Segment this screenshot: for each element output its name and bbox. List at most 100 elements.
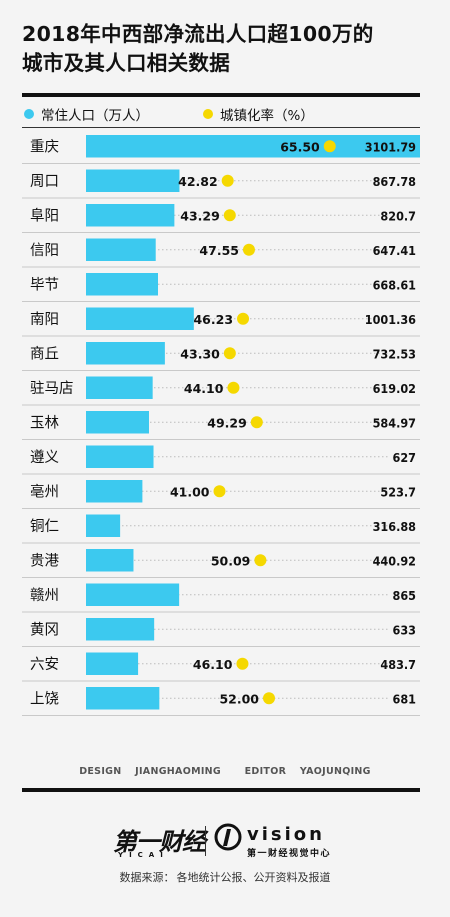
brand-logos: 第一财经 YICAI vision 第一财经视觉中心 xyxy=(0,822,450,862)
design-label: DESIGN xyxy=(79,766,122,777)
population-bar xyxy=(86,135,420,158)
chart-title: 2018年中西部净流出人口超100万的 城市及其人口相关数据 xyxy=(22,20,432,78)
population-bar xyxy=(86,514,121,537)
source-label: 数据来源： xyxy=(119,871,175,884)
category-label: 贵港 xyxy=(30,552,59,569)
vision-logo: vision xyxy=(247,824,325,845)
legend-dot-population-icon xyxy=(24,109,34,119)
population-value-label: 523.7 xyxy=(380,484,416,499)
population-bar xyxy=(86,342,165,365)
population-value-label: 619.02 xyxy=(373,381,416,396)
urbanization-dot xyxy=(223,209,236,222)
title-line-1: 2018年中西部净流出人口超100万的 xyxy=(22,22,374,46)
population-value-label: 865 xyxy=(393,588,417,603)
category-label: 周口 xyxy=(30,174,59,190)
urbanization-dot xyxy=(213,485,226,498)
category-label: 商丘 xyxy=(30,345,59,362)
category-label: 亳州 xyxy=(30,482,59,500)
category-label: 驻马店 xyxy=(30,380,74,397)
population-bar xyxy=(86,273,158,296)
category-label: 六安 xyxy=(30,656,59,673)
urbanization-value-label: 49.29 xyxy=(207,415,247,430)
population-bar xyxy=(86,204,175,227)
population-bar xyxy=(86,652,139,675)
credits: DESIGN JIANGHAOMING EDITOR YAOJUNQING xyxy=(0,766,450,777)
population-value-label: 633 xyxy=(393,622,416,637)
population-value-label: 440.92 xyxy=(373,553,416,568)
legend: 常住人口（万人） 城镇化率（%） xyxy=(24,103,420,125)
category-label: 南阳 xyxy=(30,311,59,328)
population-value-label: 627 xyxy=(393,450,416,465)
category-label: 毕节 xyxy=(30,276,59,293)
yicai-logo: 第一财经 xyxy=(113,828,206,856)
category-label: 黄冈 xyxy=(30,621,59,638)
population-bar xyxy=(86,307,194,330)
urbanization-value-label: 43.29 xyxy=(180,208,220,223)
population-value-label: 681 xyxy=(393,691,417,706)
urbanization-dot xyxy=(223,347,236,360)
editor-label: EDITOR xyxy=(244,766,287,777)
category-label: 重庆 xyxy=(30,138,59,155)
legend-label-urbanization: 城镇化率（%） xyxy=(220,108,314,124)
population-value-label: 1001.36 xyxy=(365,312,416,327)
urbanization-value-label: 50.09 xyxy=(211,553,251,568)
population-bar xyxy=(86,376,153,399)
legend-item-urbanization: 城镇化率（%） xyxy=(203,104,314,124)
vision-logo-sub: 第一财经视觉中心 xyxy=(247,849,332,859)
yicai-logo-en: YICAI xyxy=(118,851,169,859)
urbanization-dot xyxy=(323,140,336,153)
urbanization-dot xyxy=(250,416,263,429)
urbanization-dot xyxy=(221,174,234,187)
population-bar xyxy=(86,169,180,192)
population-bar xyxy=(86,480,143,503)
urbanization-value-label: 46.10 xyxy=(193,657,233,672)
population-value-label: 867.78 xyxy=(373,174,417,189)
population-value-label: 584.97 xyxy=(373,415,416,430)
population-bar xyxy=(86,618,155,641)
category-label: 赣州 xyxy=(30,587,59,604)
population-value-label: 668.61 xyxy=(373,277,417,292)
title-line-2: 城市及其人口相关数据 xyxy=(22,51,230,75)
population-bar xyxy=(86,445,154,468)
urbanization-dot xyxy=(237,312,250,325)
population-value-label: 647.41 xyxy=(373,243,417,258)
population-bar xyxy=(86,583,180,606)
urbanization-value-label: 46.23 xyxy=(193,312,233,327)
category-label: 上饶 xyxy=(30,690,59,707)
urbanization-value-label: 65.50 xyxy=(280,139,320,154)
population-bar xyxy=(86,687,160,710)
population-value-label: 820.7 xyxy=(380,208,416,223)
population-value-label: 316.88 xyxy=(373,519,417,534)
urbanization-dot xyxy=(254,554,267,567)
top-rule xyxy=(22,93,420,97)
urbanization-dot xyxy=(236,657,249,670)
logo-separator xyxy=(205,826,206,856)
population-value-label: 3101.79 xyxy=(365,139,416,154)
urbanization-dot xyxy=(227,381,240,394)
bottom-rule xyxy=(22,788,420,792)
population-bar xyxy=(86,549,134,572)
category-label: 玉林 xyxy=(30,414,59,431)
population-value-label: 732.53 xyxy=(373,346,416,361)
editor-name: YAOJUNQING xyxy=(299,766,371,777)
category-label: 阜阳 xyxy=(30,207,59,224)
urbanization-value-label: 44.10 xyxy=(184,381,224,396)
population-bar xyxy=(86,411,149,434)
urbanization-value-label: 43.30 xyxy=(180,346,220,361)
urbanization-value-label: 47.55 xyxy=(199,243,239,258)
category-label: 信阳 xyxy=(30,242,59,259)
source-text: 各地统计公报、公开资料及报道 xyxy=(176,871,331,884)
category-label: 遵义 xyxy=(30,449,59,466)
urbanization-dot xyxy=(242,243,255,256)
category-label: 铜仁 xyxy=(30,518,59,535)
urbanization-dot xyxy=(263,692,275,705)
legend-label-population: 常住人口（万人） xyxy=(41,108,149,124)
legend-dot-urbanization-icon xyxy=(203,109,213,119)
population-bar xyxy=(86,238,156,261)
design-name: JIANGHAOMING xyxy=(135,766,222,777)
legend-rule xyxy=(22,127,420,128)
urbanization-value-label: 41.00 xyxy=(170,484,210,499)
data-source: 数据来源： 各地统计公报、公开资料及报道 xyxy=(0,869,450,885)
population-value-label: 483.7 xyxy=(380,657,416,672)
